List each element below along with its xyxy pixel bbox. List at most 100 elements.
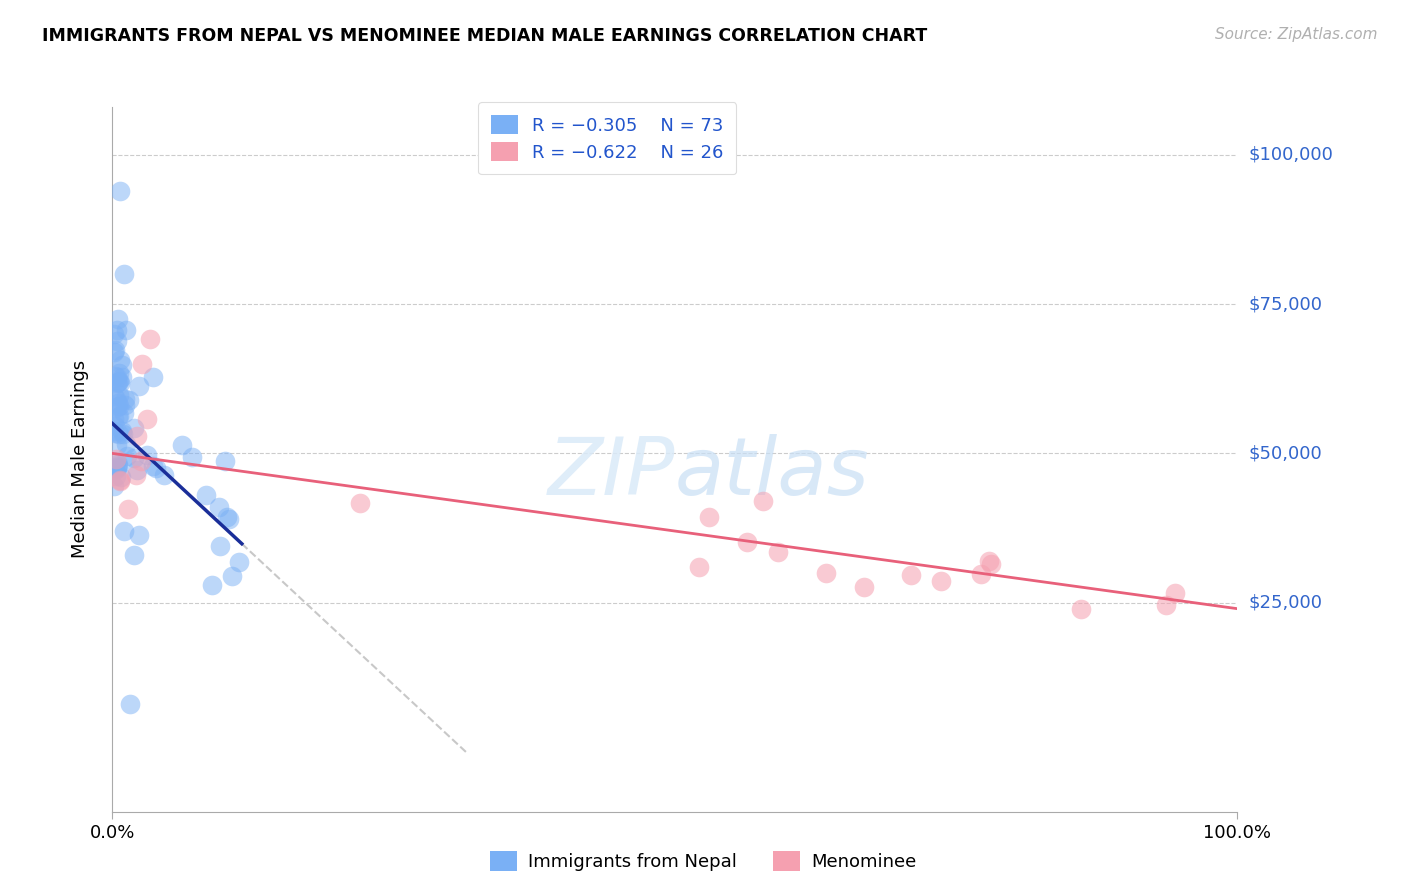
Text: IMMIGRANTS FROM NEPAL VS MENOMINEE MEDIAN MALE EARNINGS CORRELATION CHART: IMMIGRANTS FROM NEPAL VS MENOMINEE MEDIA… [42, 27, 928, 45]
Point [105, 468, 128, 483]
Legend: R = −0.305    N = 73, R = −0.622    N = 26: R = −0.305 N = 73, R = −0.622 N = 26 [478, 102, 737, 174]
Point [221, 569, 243, 583]
Point [135, 448, 157, 462]
Point [118, 392, 141, 407]
Point [110, 424, 132, 438]
Point [980, 558, 1002, 572]
Point [195, 487, 218, 501]
Point [107, 366, 129, 380]
Point [215, 510, 238, 524]
Point [172, 438, 194, 452]
Point [103, 418, 125, 433]
Point [111, 369, 134, 384]
Point [104, 343, 127, 357]
Point [103, 345, 125, 359]
Point [104, 463, 127, 477]
Point [105, 323, 128, 337]
Point [122, 450, 145, 465]
Point [108, 474, 131, 488]
Text: $25,000: $25,000 [1249, 594, 1323, 612]
Point [108, 352, 131, 367]
Point [108, 399, 131, 413]
Point [107, 409, 129, 424]
Point [128, 528, 150, 542]
Point [104, 368, 127, 383]
Point [114, 392, 136, 406]
Point [697, 510, 720, 524]
Point [112, 524, 135, 538]
Point [207, 500, 229, 515]
Point [107, 395, 129, 409]
Point [735, 534, 758, 549]
Point [752, 494, 775, 508]
Point [107, 375, 129, 389]
Point [201, 578, 224, 592]
Point [142, 458, 165, 473]
Point [110, 469, 132, 483]
Point [122, 548, 145, 562]
Point [115, 449, 138, 463]
Point [125, 428, 148, 442]
Point [105, 461, 128, 475]
Point [103, 326, 125, 341]
Point [135, 412, 157, 426]
Point [112, 406, 135, 420]
Point [117, 502, 139, 516]
Point [1163, 586, 1185, 600]
Point [929, 574, 952, 589]
Text: $75,000: $75,000 [1249, 295, 1323, 313]
Point [128, 379, 150, 393]
Point [107, 374, 129, 388]
Point [107, 458, 129, 473]
Point [107, 312, 129, 326]
Text: $100,000: $100,000 [1249, 145, 1333, 164]
Point [110, 184, 132, 198]
Point [129, 454, 152, 468]
Point [103, 479, 125, 493]
Point [108, 473, 131, 487]
Point [105, 401, 128, 415]
Point [214, 454, 236, 468]
Point [218, 511, 240, 525]
Point [107, 459, 129, 474]
Point [107, 409, 129, 424]
Point [900, 568, 922, 582]
Point [766, 545, 789, 559]
Point [970, 567, 993, 582]
Point [112, 267, 135, 281]
Point [111, 427, 134, 442]
Point [125, 463, 148, 477]
Point [688, 560, 710, 574]
Point [107, 370, 129, 384]
Point [815, 566, 838, 580]
Point [104, 451, 127, 466]
Point [104, 455, 127, 469]
Point [1070, 601, 1092, 615]
Point [153, 467, 176, 482]
Point [103, 424, 125, 438]
Point [103, 389, 125, 403]
Point [228, 555, 250, 569]
Point [114, 399, 136, 413]
Point [139, 332, 162, 346]
Legend: Immigrants from Nepal, Menominee: Immigrants from Nepal, Menominee [482, 844, 924, 879]
Text: Source: ZipAtlas.com: Source: ZipAtlas.com [1215, 27, 1378, 42]
Point [108, 427, 131, 442]
Point [853, 580, 876, 594]
Point [979, 554, 1001, 568]
Point [125, 468, 148, 483]
Text: atlas: atlas [675, 434, 870, 513]
Point [1154, 599, 1177, 613]
Point [349, 496, 371, 510]
Point [114, 437, 136, 451]
Point [111, 359, 134, 373]
Point [145, 461, 167, 475]
Point [105, 376, 128, 390]
Y-axis label: Median Male Earnings: Median Male Earnings [70, 360, 89, 558]
Point [107, 457, 129, 471]
Point [115, 323, 138, 337]
Point [104, 425, 127, 440]
Point [108, 376, 131, 390]
Point [105, 334, 128, 348]
Point [104, 392, 127, 407]
